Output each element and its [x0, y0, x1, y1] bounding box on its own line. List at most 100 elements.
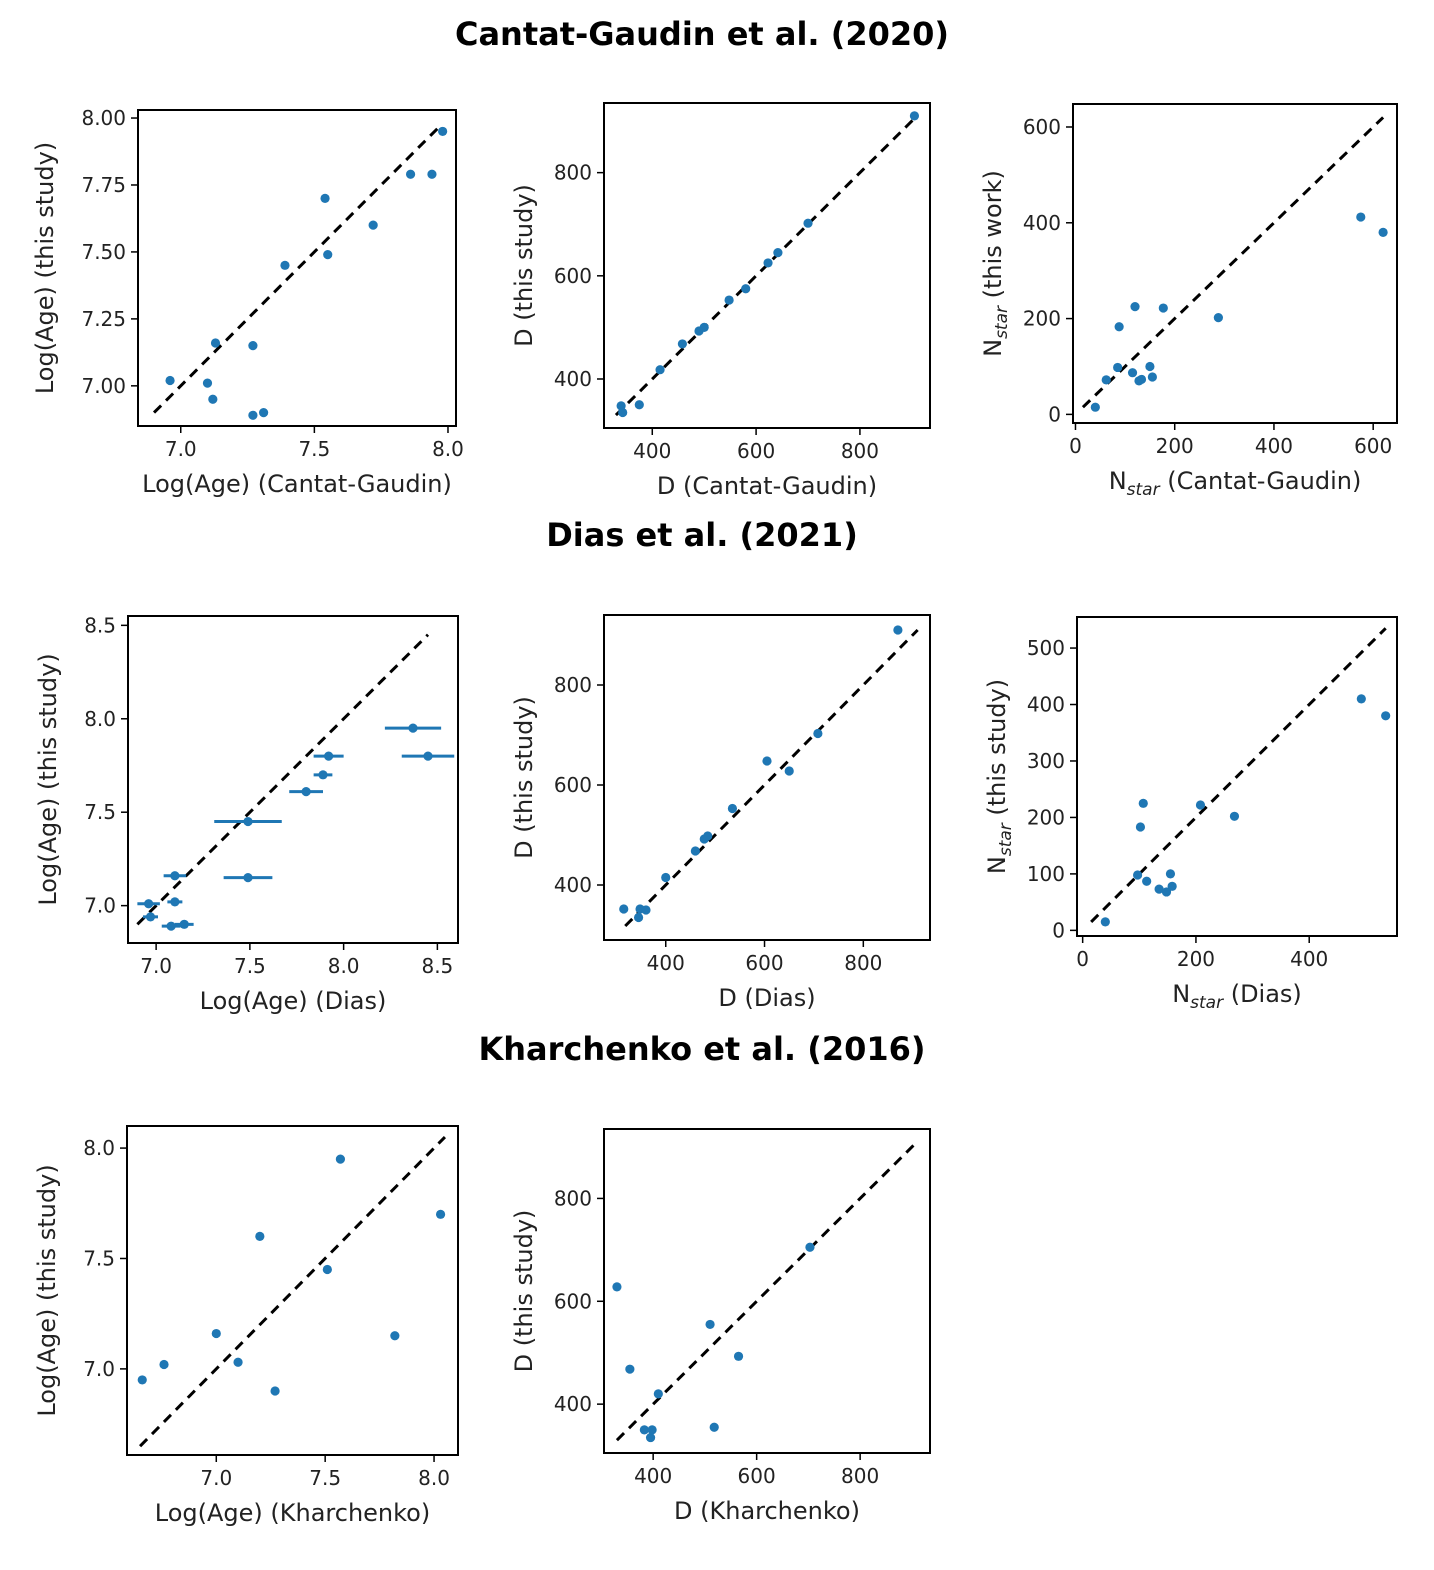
y-tick-label: 500: [1027, 636, 1065, 660]
x-tick-label: 400: [1255, 434, 1293, 458]
data-point: [1133, 870, 1143, 880]
data-point: [179, 919, 189, 929]
data-point: [243, 873, 253, 883]
y-tick-label: 7.50: [81, 240, 126, 264]
data-point: [724, 295, 734, 305]
data-point: [1138, 798, 1148, 808]
axes-frame: [603, 102, 931, 429]
axes-frame: [126, 1125, 459, 1456]
y-tick-label: 800: [554, 673, 592, 697]
data-point: [137, 1375, 147, 1385]
y-tick-label: 400: [554, 873, 592, 897]
y-tick-label: 400: [554, 367, 592, 391]
data-point: [813, 728, 823, 739]
data-point: [741, 284, 751, 294]
data-point: [427, 169, 437, 179]
axes-frame: [1076, 616, 1398, 937]
data-point: [423, 751, 433, 761]
data-point: [1113, 362, 1123, 373]
y-axis-label: D (this study): [510, 696, 538, 859]
x-tick-label: 7.5: [298, 437, 330, 461]
data-point: [803, 218, 813, 228]
data-point: [1356, 694, 1366, 704]
y-tick-label: 300: [1027, 749, 1065, 773]
data-point: [1142, 876, 1152, 886]
x-axis-label: Nstar (Cantat-Gaudin): [1109, 467, 1362, 500]
y-tick-label: 400: [554, 1392, 592, 1416]
y-tick-label: 400: [1023, 211, 1061, 235]
identity-line: [138, 1135, 447, 1448]
data-point: [1114, 322, 1124, 332]
data-point: [733, 1351, 744, 1361]
panel-cg-nstar: 0 200 400 600 0 200 400 600 Nstar (Cantat-Gaudin…: [979, 103, 1398, 500]
data-point: [690, 846, 700, 856]
y-tick-label: 7.25: [81, 307, 126, 331]
data-point: [619, 904, 629, 914]
data-point: [1161, 887, 1172, 897]
y-tick-label: 7.0: [83, 1357, 115, 1381]
y-tick-label: 8.00: [81, 106, 126, 130]
data-point: [612, 1282, 622, 1292]
row-title-cantat-gaudin: Cantat-Gaudin et al. (2020): [455, 15, 949, 53]
data-point: [661, 872, 671, 883]
data-point: [255, 1231, 265, 1242]
y-axis-label: Nstar (this work): [979, 170, 1012, 357]
data-point: [647, 1425, 657, 1435]
y-tick-label: 600: [554, 264, 592, 288]
x-axis-label: D (Kharchenko): [674, 1497, 860, 1525]
x-tick-label: 400: [647, 951, 685, 975]
x-tick-label: 0: [1076, 947, 1089, 971]
data-point: [1213, 313, 1223, 323]
data-point: [243, 816, 253, 827]
x-axis-label: Log(Age) (Dias): [200, 987, 387, 1015]
data-point: [784, 766, 794, 776]
data-point: [618, 407, 628, 418]
data-point: [258, 408, 269, 418]
y-tick-label: 600: [554, 1289, 592, 1313]
x-tick-label: 7.0: [200, 1466, 232, 1490]
data-point: [1145, 361, 1155, 372]
data-point: [1165, 869, 1176, 879]
y-tick-label: 800: [554, 1186, 592, 1210]
data-point: [709, 1422, 719, 1432]
data-point: [323, 250, 333, 260]
data-point: [270, 1386, 280, 1396]
data-point: [1101, 375, 1111, 385]
x-tick-label: 600: [745, 951, 783, 975]
data-point: [145, 912, 156, 922]
x-tick-label: 400: [634, 1464, 672, 1488]
identity-line: [1081, 116, 1385, 409]
y-tick-label: 600: [1023, 115, 1061, 139]
data-point: [699, 322, 709, 333]
x-tick-label: 600: [738, 1464, 776, 1488]
identity-line: [615, 1140, 919, 1442]
data-point: [1130, 302, 1140, 312]
x-axis-label: Log(Age) (Kharchenko): [155, 1499, 430, 1527]
data-point: [1135, 822, 1146, 832]
y-tick-label: 0: [1052, 918, 1065, 942]
x-tick-label: 8.0: [418, 1466, 450, 1490]
data-point: [633, 912, 644, 923]
data-point: [677, 339, 687, 349]
data-point: [703, 831, 713, 841]
x-tick-label: 0: [1069, 434, 1082, 458]
y-tick-label: 100: [1027, 862, 1065, 886]
data-point: [166, 921, 176, 931]
data-point: [909, 111, 920, 121]
data-point: [233, 1357, 243, 1367]
x-tick-label: 400: [1290, 947, 1328, 971]
y-axis-label: Nstar (this study): [983, 679, 1016, 874]
panel-kh-dist: 400 600 800 400 600 800 D (Kharchenko) D (this …: [510, 1128, 931, 1525]
data-point: [170, 871, 180, 881]
y-tick-label: 7.75: [81, 173, 126, 197]
data-point: [645, 1432, 656, 1443]
x-tick-label: 7.5: [309, 1466, 341, 1490]
y-tick-label: 200: [1027, 805, 1065, 829]
y-tick-label: 8.5: [84, 613, 116, 637]
data-point: [248, 341, 258, 351]
x-axis-label: Log(Age) (Cantat-Gaudin): [142, 470, 452, 498]
data-point: [335, 1154, 346, 1164]
data-point: [280, 260, 290, 270]
axes-frame: [127, 615, 459, 944]
data-point: [705, 1319, 715, 1330]
